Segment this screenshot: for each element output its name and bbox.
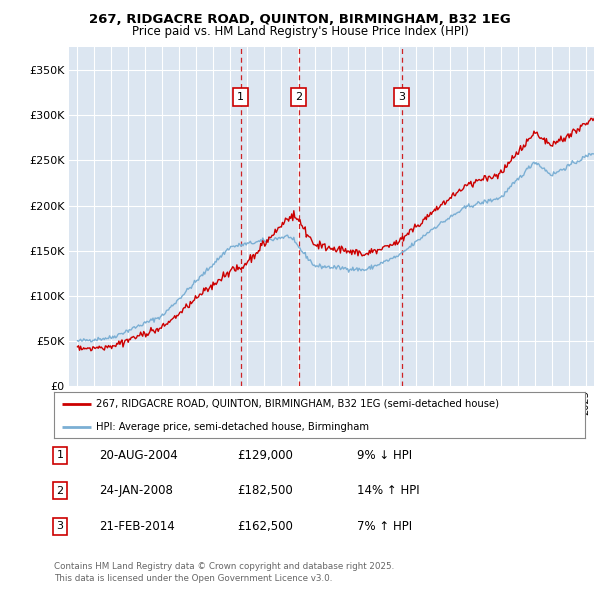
Text: 1: 1 [237,92,244,102]
Text: 3: 3 [398,92,405,102]
Text: 2: 2 [56,486,64,496]
Text: £182,500: £182,500 [237,484,293,497]
Text: 1: 1 [56,451,64,460]
Text: Contains HM Land Registry data © Crown copyright and database right 2025.
This d: Contains HM Land Registry data © Crown c… [54,562,394,583]
Text: 21-FEB-2014: 21-FEB-2014 [99,520,175,533]
Text: 3: 3 [56,522,64,531]
Text: 14% ↑ HPI: 14% ↑ HPI [357,484,419,497]
Text: 24-JAN-2008: 24-JAN-2008 [99,484,173,497]
Text: 7% ↑ HPI: 7% ↑ HPI [357,520,412,533]
Text: HPI: Average price, semi-detached house, Birmingham: HPI: Average price, semi-detached house,… [97,422,370,432]
Text: 20-AUG-2004: 20-AUG-2004 [99,449,178,462]
Text: 2: 2 [295,92,302,102]
Text: 267, RIDGACRE ROAD, QUINTON, BIRMINGHAM, B32 1EG (semi-detached house): 267, RIDGACRE ROAD, QUINTON, BIRMINGHAM,… [97,399,499,409]
Text: £129,000: £129,000 [237,449,293,462]
Text: 267, RIDGACRE ROAD, QUINTON, BIRMINGHAM, B32 1EG: 267, RIDGACRE ROAD, QUINTON, BIRMINGHAM,… [89,13,511,26]
Text: 9% ↓ HPI: 9% ↓ HPI [357,449,412,462]
Text: Price paid vs. HM Land Registry's House Price Index (HPI): Price paid vs. HM Land Registry's House … [131,25,469,38]
Text: £162,500: £162,500 [237,520,293,533]
